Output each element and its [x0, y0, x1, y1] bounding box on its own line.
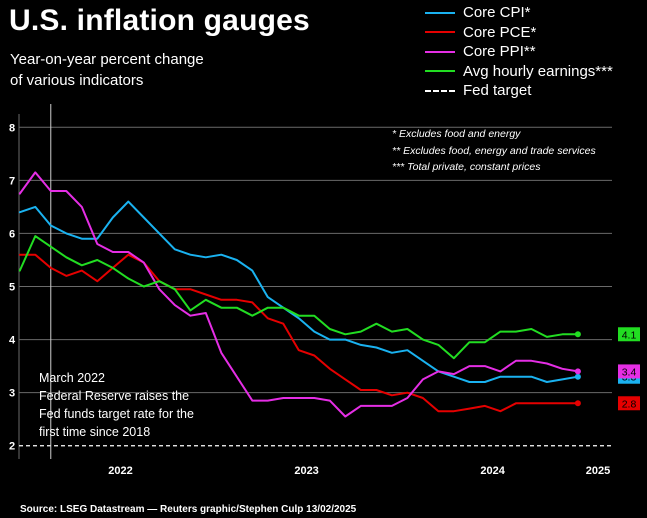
y-tick-label: 7 — [9, 175, 15, 187]
y-tick-label: 5 — [9, 282, 15, 294]
legend-item-core-pce: Core PCE* — [425, 23, 613, 43]
y-tick-label: 6 — [9, 228, 15, 240]
legend: Core CPI* Core PCE* Core PPI** Avg hourl… — [425, 3, 613, 101]
y-tick-label: 3 — [9, 388, 15, 400]
x-tick-label: 2025 — [586, 465, 610, 477]
series-line-avg-hourly-earnings — [18, 235, 579, 360]
legend-swatch-core-pce — [425, 31, 455, 34]
end-point-core-pce — [574, 400, 581, 407]
footnote-2: ** Excludes food, energy and trade servi… — [392, 145, 596, 157]
end-label-core-pce: 2.8 — [622, 398, 637, 410]
subtitle-line-1: Year-on-year percent change — [10, 51, 204, 68]
legend-label-core-ppi: Core PPI** — [463, 43, 536, 60]
end-label-layer: 3.32.83.44.1 — [618, 327, 640, 411]
end-label-box-avg-hourly-earnings — [618, 327, 640, 342]
x-tick-label: 2023 — [294, 465, 318, 477]
end-label-box-core-ppi — [618, 364, 640, 379]
end-label-box-core-pce — [618, 396, 640, 411]
legend-label-fed-target: Fed target — [463, 82, 532, 99]
footnote-1: * Excludes food and energy — [392, 128, 521, 140]
series-line-core-pce — [18, 253, 579, 413]
legend-item-avg-hourly-earnings: Avg hourly earnings*** — [425, 62, 613, 82]
legend-swatch-fed-target — [425, 89, 455, 92]
legend-swatch-core-cpi — [425, 11, 455, 14]
legend-label-avg-hourly-earnings: Avg hourly earnings*** — [463, 62, 613, 80]
footnote-layer: * Excludes food and energy ** Excludes f… — [392, 128, 596, 173]
y-tick-label: 8 — [9, 122, 15, 134]
x-tick-label: 2022 — [108, 465, 132, 477]
x-tick-label: 2024 — [480, 465, 505, 477]
series-line-core-cpi — [18, 200, 579, 383]
tick-layer: 2 3 4 5 6 7 8 2022 2023 2024 2025 — [9, 122, 610, 477]
end-label-avg-hourly-earnings: 4.1 — [622, 329, 637, 341]
chart-title: U.S. inflation gauges — [9, 4, 310, 37]
annotation-line-4: first time since 2018 — [39, 425, 150, 439]
footnote-3: *** Total private, constant prices — [392, 161, 541, 173]
end-point-core-ppi — [574, 368, 581, 375]
chart-subtitle: Year-on-year percent change of various i… — [10, 49, 270, 91]
end-label-core-ppi: 3.4 — [622, 366, 637, 378]
series-line-core-ppi — [18, 171, 579, 418]
legend-label-core-cpi: Core CPI* — [463, 4, 531, 21]
y-tick-label: 2 — [9, 441, 15, 453]
legend-item-fed-target: Fed target — [425, 81, 613, 101]
y-tick-label: 4 — [9, 335, 16, 347]
annotation-line-1: March 2022 — [39, 371, 105, 385]
annotation-line-3: Fed funds target rate for the — [39, 407, 194, 421]
legend-swatch-core-ppi — [425, 50, 455, 53]
series-layer — [18, 171, 581, 418]
legend-label-core-pce: Core PCE* — [463, 23, 537, 41]
end-point-core-cpi — [574, 373, 581, 380]
legend-item-core-cpi: Core CPI* — [425, 3, 613, 23]
subtitle-line-2: of various indicators — [10, 72, 144, 89]
end-point-avg-hourly-earnings — [574, 331, 581, 338]
annotation-line-2: Federal Reserve raises the — [39, 389, 189, 403]
source-note: Source: LSEG Datastream — Reuters graphi… — [20, 504, 357, 515]
annotation-layer: March 2022 Federal Reserve raises the Fe… — [39, 371, 194, 439]
legend-swatch-avg-hourly-earnings — [425, 70, 455, 73]
grid-layer — [18, 114, 612, 459]
legend-item-core-ppi: Core PPI** — [425, 42, 613, 62]
